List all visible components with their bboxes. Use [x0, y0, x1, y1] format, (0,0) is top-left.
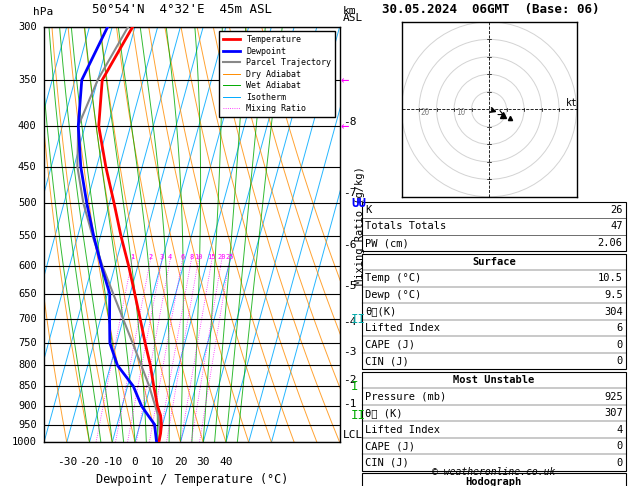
Text: 40: 40 [219, 457, 233, 467]
Text: 0: 0 [131, 457, 138, 467]
Text: 20: 20 [174, 457, 187, 467]
Text: ←: ← [340, 119, 348, 133]
Text: UU: UU [351, 196, 366, 209]
Text: 0: 0 [616, 340, 623, 349]
Text: 650: 650 [18, 289, 36, 298]
Text: Dewpoint / Temperature (°C): Dewpoint / Temperature (°C) [96, 473, 288, 486]
Text: 700: 700 [18, 314, 36, 324]
Text: Lifted Index: Lifted Index [365, 425, 440, 434]
Text: © weatheronline.co.uk: © weatheronline.co.uk [432, 467, 555, 477]
Text: -3: -3 [343, 347, 356, 357]
Text: 9.5: 9.5 [604, 290, 623, 300]
Text: 925: 925 [604, 392, 623, 401]
Text: 6: 6 [180, 254, 184, 260]
Text: ←: ← [340, 73, 348, 87]
Text: 10: 10 [151, 457, 165, 467]
Text: Pressure (mb): Pressure (mb) [365, 392, 446, 401]
Text: Totals Totals: Totals Totals [365, 222, 446, 231]
Text: 30.05.2024  06GMT  (Base: 06): 30.05.2024 06GMT (Base: 06) [382, 2, 599, 16]
Text: II: II [351, 312, 366, 326]
Text: 450: 450 [18, 162, 36, 172]
Text: ASL: ASL [343, 13, 363, 23]
Text: 25: 25 [225, 254, 233, 260]
Text: 26: 26 [610, 205, 623, 215]
Text: CAPE (J): CAPE (J) [365, 441, 415, 451]
Text: CIN (J): CIN (J) [365, 356, 409, 366]
Text: 15: 15 [208, 254, 216, 260]
Text: -7: -7 [343, 188, 356, 197]
Text: 900: 900 [18, 401, 36, 411]
Text: -2: -2 [343, 375, 356, 385]
Text: 304: 304 [604, 307, 623, 316]
Text: 3: 3 [160, 254, 164, 260]
Text: 1: 1 [130, 254, 134, 260]
Text: 4: 4 [616, 425, 623, 434]
Text: -6: -6 [343, 240, 356, 250]
Text: Mixing Ratio (g/kg): Mixing Ratio (g/kg) [355, 167, 365, 285]
Text: PW (cm): PW (cm) [365, 238, 409, 248]
Text: 350: 350 [18, 75, 36, 85]
Text: -5: -5 [343, 280, 356, 291]
Text: θᴇ(K): θᴇ(K) [365, 307, 396, 316]
Legend: Temperature, Dewpoint, Parcel Trajectory, Dry Adiabat, Wet Adiabat, Isotherm, Mi: Temperature, Dewpoint, Parcel Trajectory… [219, 31, 335, 117]
Text: 10: 10 [456, 107, 465, 117]
Text: 10.5: 10.5 [598, 274, 623, 283]
Text: 0: 0 [616, 458, 623, 468]
Text: 50°54'N  4°32'E  45m ASL: 50°54'N 4°32'E 45m ASL [92, 2, 272, 16]
Text: 6: 6 [616, 323, 623, 333]
Text: 500: 500 [18, 198, 36, 208]
Text: 47: 47 [610, 222, 623, 231]
Text: Most Unstable: Most Unstable [453, 375, 535, 385]
Text: 950: 950 [18, 419, 36, 430]
Text: 1000: 1000 [12, 437, 36, 447]
Text: I: I [351, 380, 359, 393]
Text: Hodograph: Hodograph [465, 477, 522, 486]
Text: 8: 8 [189, 254, 193, 260]
Text: 300: 300 [18, 22, 36, 32]
Text: 20: 20 [421, 107, 430, 117]
Text: 20: 20 [218, 254, 226, 260]
Text: km: km [343, 5, 356, 16]
Text: 2: 2 [148, 254, 152, 260]
Text: 550: 550 [18, 231, 36, 241]
Text: hPa: hPa [33, 7, 53, 17]
Text: θᴇ (K): θᴇ (K) [365, 408, 403, 418]
Text: Surface: Surface [472, 257, 516, 267]
Text: CIN (J): CIN (J) [365, 458, 409, 468]
Text: 400: 400 [18, 121, 36, 131]
Text: 0: 0 [616, 441, 623, 451]
Text: LCL: LCL [343, 430, 363, 440]
Text: -8: -8 [343, 117, 356, 127]
Text: -20: -20 [79, 457, 99, 467]
Text: 750: 750 [18, 338, 36, 348]
Text: II: II [351, 409, 366, 422]
Text: 800: 800 [18, 360, 36, 370]
Text: -10: -10 [102, 457, 123, 467]
Text: 600: 600 [18, 261, 36, 271]
Text: 4: 4 [168, 254, 172, 260]
Text: kt: kt [566, 98, 578, 108]
Text: K: K [365, 205, 371, 215]
Text: CAPE (J): CAPE (J) [365, 340, 415, 349]
Text: -1: -1 [343, 399, 356, 409]
Text: 10: 10 [194, 254, 203, 260]
Text: -4: -4 [343, 316, 356, 327]
Text: 2.06: 2.06 [598, 238, 623, 248]
Text: 850: 850 [18, 381, 36, 391]
Text: -30: -30 [57, 457, 77, 467]
Text: Temp (°C): Temp (°C) [365, 274, 421, 283]
Text: 0: 0 [616, 356, 623, 366]
Text: 30: 30 [196, 457, 210, 467]
Text: 307: 307 [604, 408, 623, 418]
Text: Dewp (°C): Dewp (°C) [365, 290, 421, 300]
Text: Lifted Index: Lifted Index [365, 323, 440, 333]
